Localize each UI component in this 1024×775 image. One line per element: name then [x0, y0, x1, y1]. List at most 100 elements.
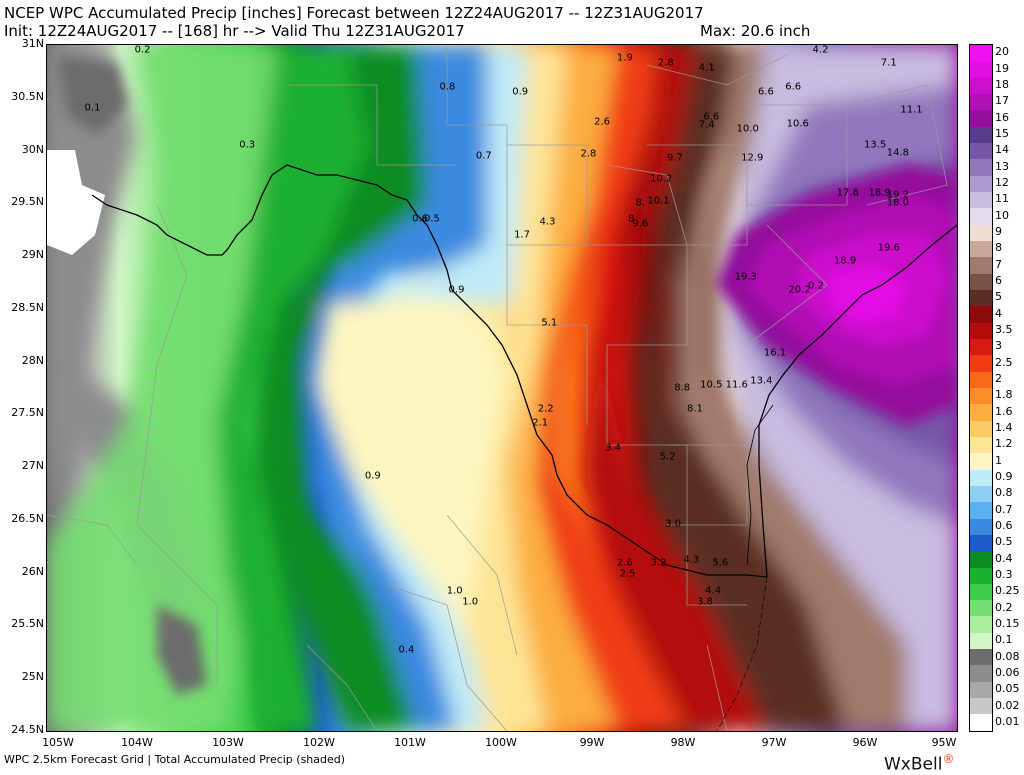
legend-label: 13 [995, 159, 1009, 173]
legend-label: 0.3 [995, 567, 1013, 581]
legend-swatch [970, 665, 992, 682]
legend-swatch [970, 175, 992, 192]
precip-value-label: 19.3 [734, 271, 758, 283]
legend-swatch [970, 387, 992, 405]
legend-swatch [970, 616, 992, 633]
legend-swatch [970, 420, 992, 437]
us-mexico-border [91, 164, 768, 578]
precip-value-label: 0.9 [448, 284, 465, 296]
longitude-label: 103W [212, 736, 244, 749]
legend-label: 0.9 [995, 469, 1013, 483]
max-value-label: Max: 20.6 inch [700, 22, 811, 40]
legend-label: 0.06 [995, 665, 1020, 679]
legend-swatch [970, 77, 992, 94]
precip-value-label: 2.8 [657, 57, 674, 69]
legend-label: 1 [995, 453, 1002, 467]
latitude-label: 24.5N [11, 723, 44, 736]
legend-label: 2.5 [995, 355, 1013, 369]
legend-label: 3 [995, 339, 1002, 353]
legend-label: 0.1 [995, 633, 1013, 647]
precip-value-label: 5.6 [712, 557, 729, 569]
precip-value-label: 0.5 [423, 213, 440, 225]
legend-swatch [970, 159, 992, 176]
precip-value-label: 8. [635, 197, 646, 209]
precip-value-label: 1.7 [514, 229, 530, 241]
legend-label: 0.15 [995, 616, 1020, 630]
precip-value-label: 0.7 [475, 150, 492, 162]
precip-value-label: 16.1 [763, 347, 787, 359]
precip-value-label: 12.9 [741, 152, 764, 164]
precip-value-label: 2.1 [532, 417, 549, 429]
legend-label: 2 [995, 371, 1002, 385]
legend-swatch [970, 404, 992, 421]
precip-value-label: 19.2 [886, 189, 909, 201]
precip-value-label: 13.4 [750, 375, 773, 387]
legend-label: 19 [995, 61, 1009, 75]
latitude-label: 30N [21, 142, 44, 156]
precip-value-label: 4.4 [705, 585, 722, 597]
legend-label: 15 [995, 126, 1009, 140]
legend-label: 0.25 [995, 584, 1020, 598]
precip-value-label: 0.2 [807, 280, 824, 292]
map-title-line-2: Init: 12Z24AUG2017 -- [168] hr --> Valid… [4, 22, 465, 40]
longitude-label: 97W [761, 736, 787, 749]
legend-swatch [970, 322, 992, 339]
legend-label: 16 [995, 110, 1009, 124]
legend-swatch [970, 142, 992, 160]
legend-label: 0.2 [995, 600, 1013, 614]
legend-label: 0.01 [995, 714, 1020, 728]
latitude-label: 26N [21, 564, 44, 578]
latitude-label: 26.5N [11, 511, 44, 525]
precip-value-label: 9.7 [666, 152, 683, 164]
legend-swatch [970, 355, 992, 372]
legend-swatch [970, 469, 992, 486]
precip-value-label: 1.0 [462, 596, 479, 608]
latitude-label: 29.5N [11, 195, 44, 209]
longitude-label: 100W [485, 736, 517, 749]
legend-swatch [970, 534, 992, 552]
precip-value-label: 4.3 [683, 554, 700, 566]
legend-label: 20 [995, 45, 1009, 59]
legend-label: 1.4 [995, 420, 1013, 434]
legend-swatch [970, 681, 992, 699]
longitude-label: 99W [579, 736, 605, 749]
legend-label: 0.5 [995, 535, 1013, 549]
wxbell-logo: WxBell® [884, 750, 954, 774]
legend-label: 6 [995, 273, 1002, 287]
latitude-label: 27N [21, 459, 44, 473]
precip-value-label: 1.0 [446, 585, 463, 597]
no-data-area [47, 150, 105, 255]
legend-label: 0.02 [995, 698, 1020, 712]
legend-label: 0.8 [995, 486, 1013, 500]
latitude-label: 29N [21, 248, 44, 262]
mexico-coastline [716, 576, 768, 731]
precip-value-label: 3.4 [605, 442, 621, 454]
precip-value-label: 6.6 [785, 81, 802, 93]
legend-label: 0.7 [995, 502, 1013, 516]
precip-value-label: 3.0 [665, 518, 682, 530]
legend-swatch [970, 257, 992, 274]
legend-swatch [970, 583, 992, 601]
legend-swatch [970, 45, 992, 62]
legend-label: 5 [995, 290, 1002, 304]
longitude-label: 102W [303, 736, 335, 749]
longitude-label: 101W [394, 736, 426, 749]
precip-value-label: 3.2 [650, 557, 667, 569]
legend-swatch [970, 502, 992, 519]
precip-map [47, 45, 957, 731]
legend-swatch [970, 306, 992, 323]
color-legend [969, 44, 993, 732]
legend-swatch [970, 649, 992, 666]
precip-value-label: 10.6 [786, 118, 809, 130]
legend-swatch [970, 61, 992, 78]
precip-value-label: 0.3 [239, 139, 256, 151]
legend-swatch [970, 110, 992, 127]
precip-value-label: 0.6 [412, 213, 429, 225]
brand-dot-icon: ® [942, 752, 955, 766]
precip-value-label: 10.2 [650, 173, 673, 185]
legend-swatch [970, 273, 992, 290]
longitude-label: 95W [931, 736, 957, 749]
legend-label: 1.6 [995, 404, 1013, 418]
precip-value-label: 8 [628, 213, 635, 225]
legend-swatch [970, 191, 992, 209]
